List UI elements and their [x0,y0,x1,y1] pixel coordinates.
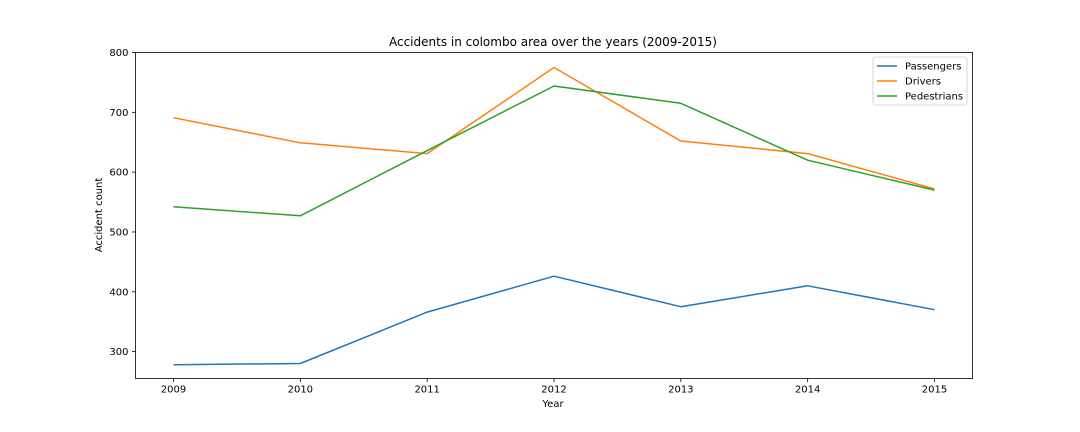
y-tick-label: 400 [109,287,128,298]
x-tick-label: 2010 [288,385,313,396]
y-tick-label: 600 [109,168,128,179]
series-line-drivers [173,66,935,190]
x-tick-label: 2015 [922,385,947,396]
chart-title: Accidents in colombo area over the years… [389,35,717,49]
series-line-passengers [173,275,935,366]
plot-frame [135,52,973,379]
legend-label: Drivers [905,77,941,88]
y-tick-label: 300 [109,347,128,358]
legend-label: Pedestrians [905,92,963,103]
legend: Passengers Drivers Pedestrians [872,56,968,106]
x-axis-label: Year [541,399,564,410]
y-tick-label: 500 [109,227,128,238]
x-tick-label: 2013 [668,385,693,396]
legend-label: Passengers [905,62,961,73]
y-tick-label: 800 [109,48,128,59]
series-lines [173,66,935,366]
x-tick-label: 2009 [161,385,186,396]
series-line-pedestrians [173,85,935,217]
x-tick-label: 2014 [795,385,820,396]
y-axis-label: Accident count [94,178,105,253]
y-tick-label: 700 [109,108,128,119]
axis-ticks: 2009 2010 2011 2012 2013 2014 2015 300 400 500 600… [109,48,947,396]
x-tick-label: 2012 [541,385,566,396]
legend-box [872,56,968,106]
x-tick-label: 2011 [414,385,439,396]
